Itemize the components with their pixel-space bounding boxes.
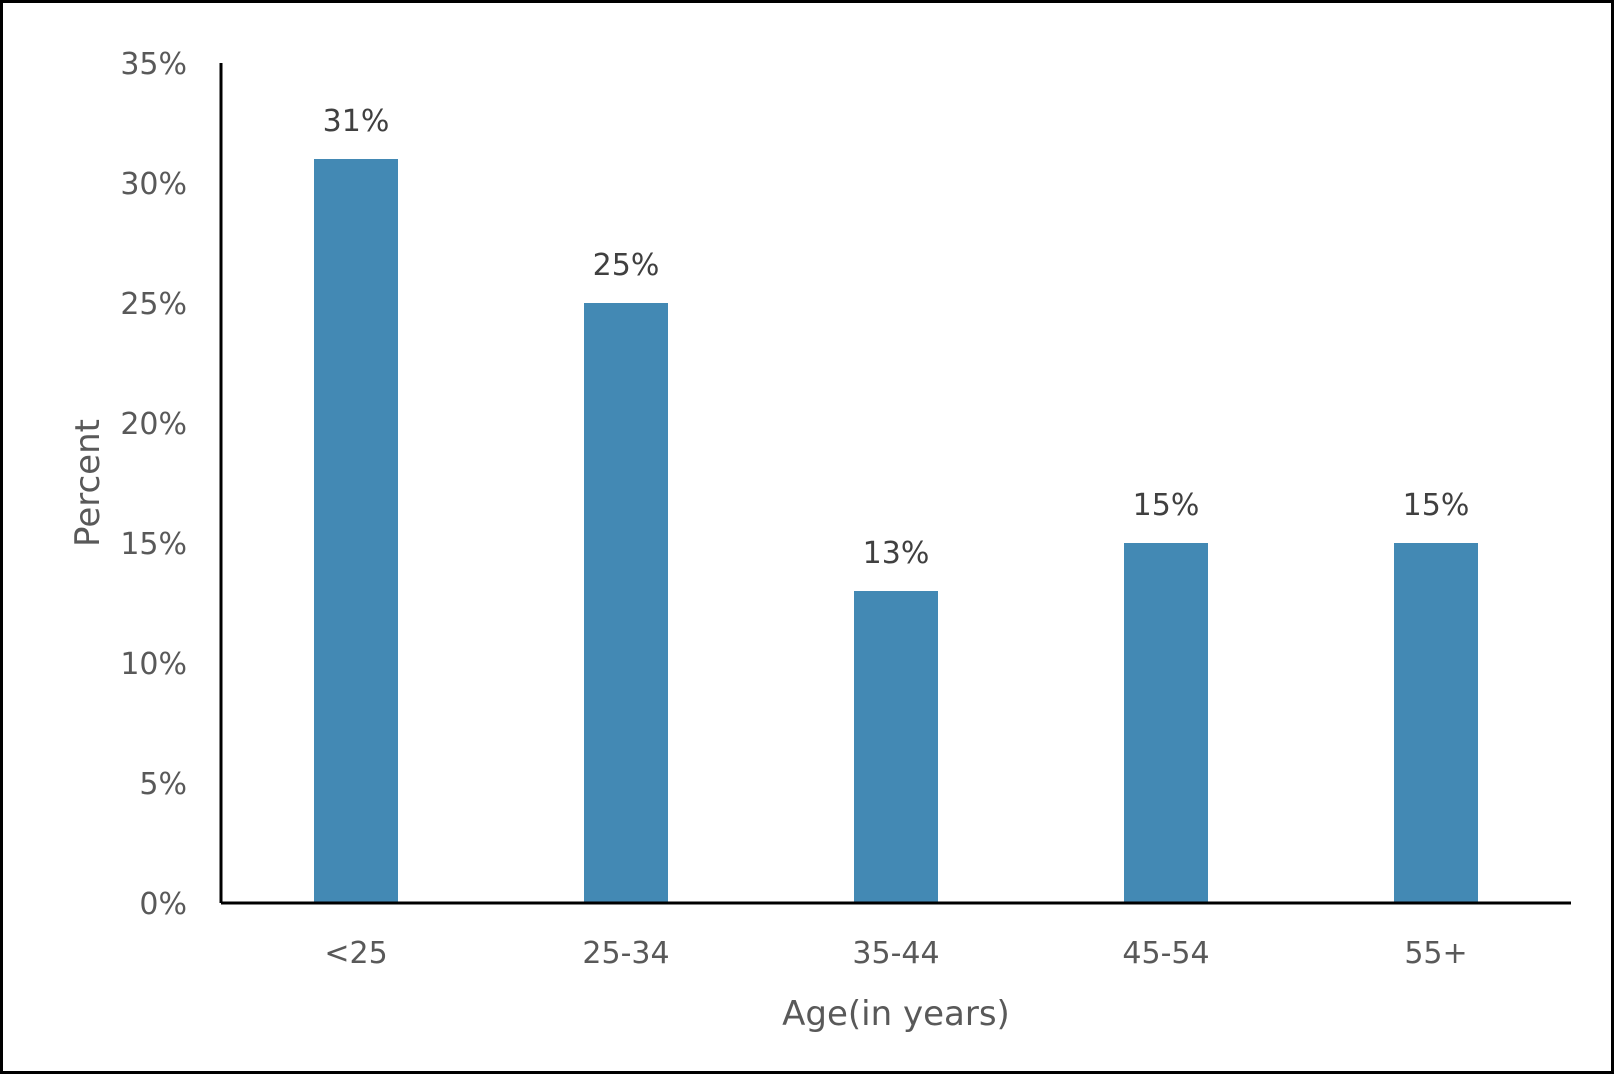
data-label: 15% xyxy=(1133,488,1200,523)
bar xyxy=(854,591,938,903)
x-tick-label: 25-34 xyxy=(582,936,669,971)
x-tick-label: 35-44 xyxy=(852,936,939,971)
y-tick-label: 20% xyxy=(120,407,187,442)
x-tick-label: <25 xyxy=(324,936,387,971)
x-axis-title: Age(in years) xyxy=(782,994,1010,1034)
x-axis-ticks: <25 25-34 35-44 45-54 55+ xyxy=(324,936,1467,971)
bars xyxy=(314,159,1478,903)
y-tick-label: 10% xyxy=(120,647,187,682)
y-tick-label: 0% xyxy=(139,887,187,922)
y-tick-label: 5% xyxy=(139,767,187,802)
y-axis-ticks: 0% 5% 10% 15% 20% 25% 30% 35% xyxy=(120,47,187,922)
bar xyxy=(584,303,668,903)
bar xyxy=(1124,543,1208,903)
x-tick-label: 55+ xyxy=(1404,936,1467,971)
y-tick-label: 30% xyxy=(120,167,187,202)
bar-chart: 0% 5% 10% 15% 20% 25% 30% 35% 31% 25% 13% 15% 15% <… xyxy=(68,47,1571,1034)
bar xyxy=(1394,543,1478,903)
data-label: 25% xyxy=(593,248,660,283)
y-tick-label: 15% xyxy=(120,527,187,562)
data-labels: 31% 25% 13% 15% 15% xyxy=(323,104,1470,571)
x-tick-label: 45-54 xyxy=(1122,936,1209,971)
y-tick-label: 35% xyxy=(120,47,187,82)
y-axis-title: Percent xyxy=(68,419,108,547)
y-tick-label: 25% xyxy=(120,287,187,322)
data-label: 13% xyxy=(863,536,930,571)
data-label: 15% xyxy=(1403,488,1470,523)
bar xyxy=(314,159,398,903)
data-label: 31% xyxy=(323,104,390,139)
